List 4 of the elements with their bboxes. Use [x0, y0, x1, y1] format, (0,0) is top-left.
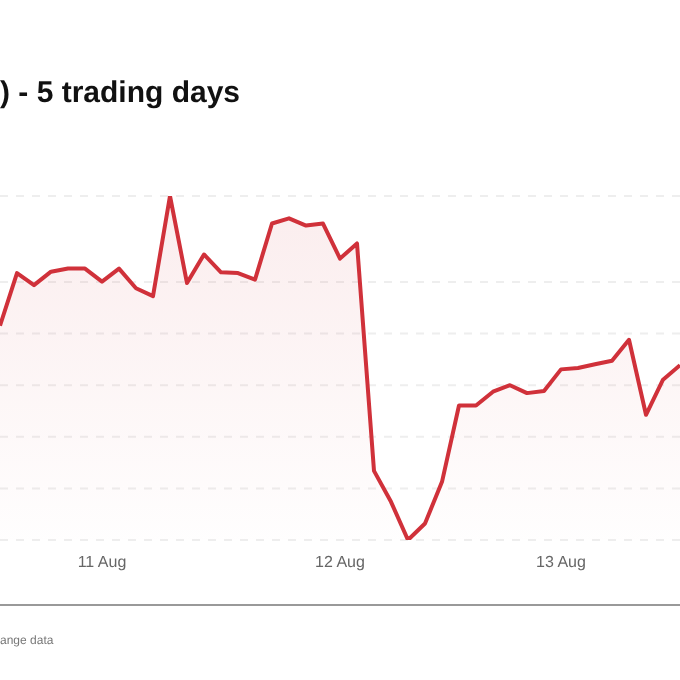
x-tick-label: 12 Aug [315, 553, 365, 572]
x-tick-label: 11 Aug [77, 553, 127, 572]
x-tick-label: 13 Aug [536, 553, 586, 572]
chart-title: ) - 5 trading days [0, 76, 241, 110]
